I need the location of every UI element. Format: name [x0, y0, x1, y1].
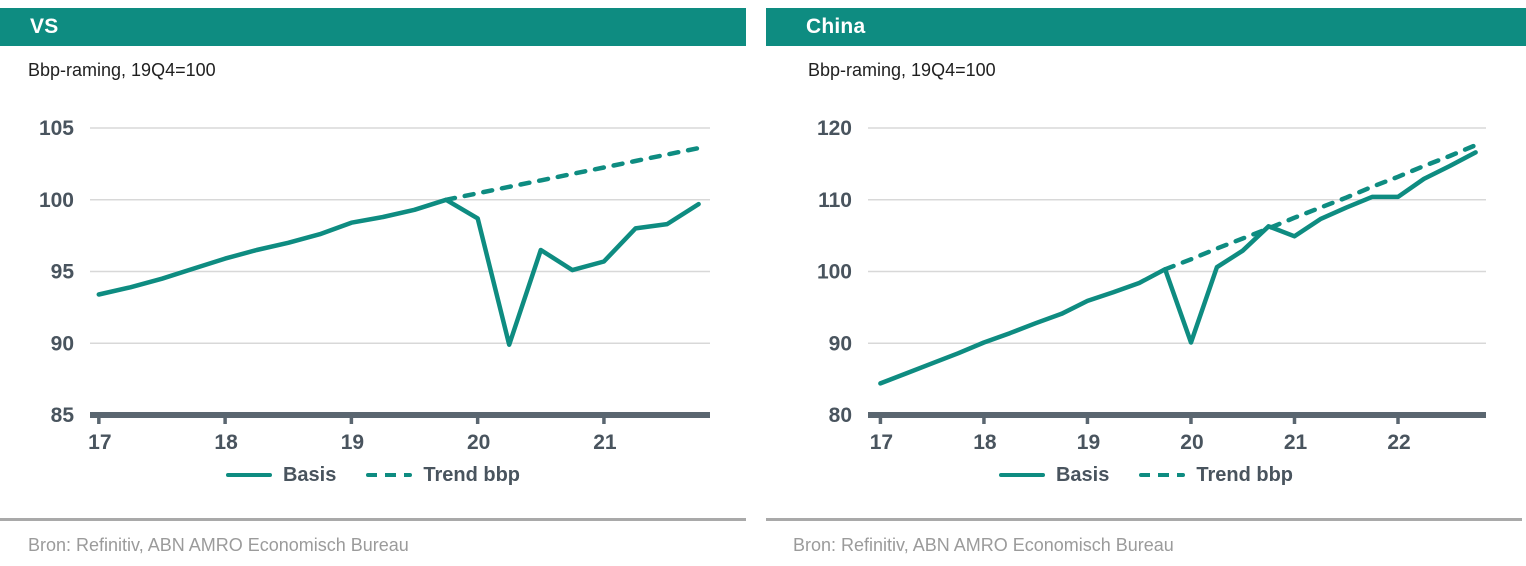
- basis-line-swatch-icon: [225, 473, 272, 477]
- panel-vs: VS Bbp-raming, 19Q4=100 85 90 95 100 105 17 18…: [0, 8, 746, 556]
- vs-title: VS: [30, 15, 59, 38]
- china-header-bar: China: [766, 8, 1526, 46]
- svg-text:100: 100: [817, 261, 852, 284]
- svg-text:105: 105: [39, 117, 74, 140]
- svg-text:80: 80: [829, 404, 852, 427]
- vs-separator: [0, 518, 746, 521]
- svg-text:18: 18: [214, 431, 238, 454]
- svg-text:120: 120: [817, 117, 852, 140]
- trend-line-swatch-icon: [1139, 473, 1186, 477]
- basis-line-swatch-icon: [998, 473, 1045, 477]
- legend-label: Basis: [1055, 463, 1110, 486]
- legend-item-basis: Basis: [998, 463, 1110, 487]
- vs-source: Bron: Refinitiv, ABN AMRO Economisch Bur…: [28, 535, 409, 555]
- svg-text:18: 18: [973, 431, 997, 454]
- svg-text:17: 17: [870, 431, 893, 454]
- chart-panels: VS Bbp-raming, 19Q4=100 85 90 95 100 105 17 18…: [0, 8, 1526, 556]
- svg-text:17: 17: [88, 431, 111, 454]
- svg-text:20: 20: [1180, 431, 1203, 454]
- china-separator: [766, 518, 1522, 521]
- china-title: China: [806, 15, 866, 38]
- vs-legend: Basis Trend bbp: [0, 462, 746, 488]
- china-line-chart: 80 90 100 110 120 17 18 19 20 21 22: [817, 117, 1486, 454]
- svg-text:20: 20: [467, 431, 490, 454]
- svg-text:19: 19: [1077, 431, 1100, 454]
- svg-text:110: 110: [818, 189, 852, 212]
- legend-item-trend: Trend bbp: [366, 464, 520, 487]
- svg-text:19: 19: [341, 431, 364, 454]
- china-source: Bron: Refinitiv, ABN AMRO Economisch Bur…: [793, 535, 1174, 555]
- svg-text:95: 95: [51, 261, 75, 284]
- svg-text:85: 85: [51, 404, 75, 427]
- china-subtitle: Bbp-raming, 19Q4=100: [808, 60, 996, 80]
- trend-line-swatch-icon: [366, 473, 413, 477]
- svg-text:100: 100: [39, 189, 74, 212]
- vs-line-chart: 85 90 95 100 105 17 18 19 20 21: [39, 117, 710, 454]
- vs-subtitle: Bbp-raming, 19Q4=100: [28, 60, 216, 80]
- china-legend: Basis Trend bbp: [766, 462, 1526, 488]
- svg-text:90: 90: [51, 332, 74, 355]
- svg-text:21: 21: [1284, 431, 1308, 454]
- legend-label: Trend bbp: [423, 463, 521, 486]
- svg-text:22: 22: [1387, 431, 1410, 454]
- vs-header-bar: VS: [0, 8, 746, 46]
- svg-text:90: 90: [829, 332, 852, 355]
- legend-label: Trend bbp: [1196, 463, 1294, 486]
- legend-label: Basis: [282, 463, 337, 486]
- legend-item-trend: Trend bbp: [1139, 464, 1293, 487]
- legend-item-basis: Basis: [225, 463, 337, 487]
- panel-china: China Bbp-raming, 19Q4=100 80 90 100 110 120…: [766, 8, 1526, 556]
- svg-text:21: 21: [593, 431, 617, 454]
